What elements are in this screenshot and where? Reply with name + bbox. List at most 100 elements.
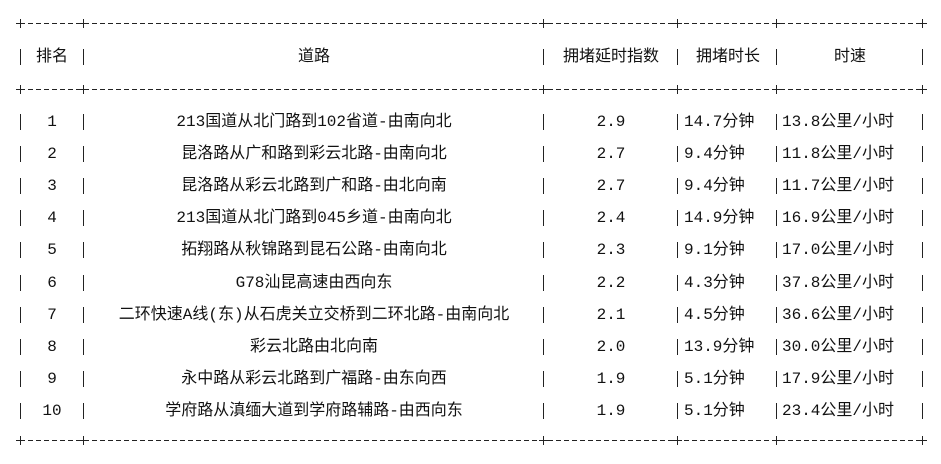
cell-speed: 11.8公里/小时 <box>782 145 895 164</box>
column-separator <box>20 370 21 387</box>
header-delay-index: 拥堵延时指数 <box>562 48 659 66</box>
column-separator <box>677 146 678 163</box>
cell-road: 拓翔路从秋锦路到昆石公路-由南向北 <box>181 241 447 260</box>
column-separator <box>677 306 678 323</box>
column-separator <box>776 242 777 259</box>
column-separator <box>20 306 21 323</box>
border-corner <box>673 85 682 94</box>
table-row: 7 二环快速A线(东)从石虎关立交桥到二环北路-由南向北 2.1 4.5分钟 36.6公… <box>0 305 941 325</box>
border-corner <box>918 436 927 445</box>
cell-delay-index: 2.9 <box>596 113 626 131</box>
column-separator <box>20 242 21 259</box>
column-separator <box>543 210 544 227</box>
column-separator <box>776 274 777 291</box>
cell-duration: 9.1分钟 <box>684 241 745 260</box>
cell-speed: 30.0公里/小时 <box>782 337 895 356</box>
column-separator <box>922 306 923 323</box>
border-corner <box>673 436 682 445</box>
cell-duration: 9.4分钟 <box>684 177 745 196</box>
border-corner <box>673 19 682 28</box>
cell-road: 二环快速A线(东)从石虎关立交桥到二环北路-由南向北 <box>118 305 510 324</box>
cell-rank: 2 <box>47 145 57 164</box>
column-separator <box>922 370 923 387</box>
column-separator <box>543 242 544 259</box>
cell-delay-index: 2.0 <box>596 337 626 356</box>
cell-rank: 3 <box>47 177 57 196</box>
cell-duration: 14.7分钟 <box>684 113 755 131</box>
bottom-border <box>20 440 922 441</box>
table-row: 8 彩云北路由北向南 2.0 13.9分钟 30.0公里/小时 <box>0 337 941 357</box>
column-separator <box>922 338 923 355</box>
border-corner <box>772 85 781 94</box>
cell-rank: 10 <box>42 401 62 420</box>
header-road: 道路 <box>297 48 330 66</box>
border-corner <box>16 436 25 445</box>
column-separator <box>543 370 544 387</box>
column-separator <box>776 338 777 355</box>
column-separator <box>543 306 544 323</box>
border-corner <box>79 19 88 28</box>
cell-rank: 4 <box>47 209 57 228</box>
column-separator <box>677 402 678 419</box>
table-row: 6 G78汕昆高速由西向东 2.2 4.3分钟 37.8公里/小时 <box>0 273 941 293</box>
column-separator <box>922 402 923 419</box>
column-separator <box>83 370 84 387</box>
cell-road: 213国道从北门路到045乡道-由南向北 <box>176 209 452 228</box>
column-separator <box>20 114 21 130</box>
column-separator <box>776 306 777 323</box>
cell-delay-index: 2.4 <box>596 209 626 228</box>
cell-rank: 5 <box>47 241 57 260</box>
header-speed: 时速 <box>833 48 866 66</box>
cell-speed: 17.9公里/小时 <box>782 369 895 388</box>
column-separator <box>20 210 21 227</box>
cell-rank: 1 <box>47 113 57 131</box>
column-separator <box>20 178 21 195</box>
column-separator <box>922 274 923 291</box>
column-separator <box>83 242 84 259</box>
border-corner <box>539 436 548 445</box>
column-separator <box>543 114 544 130</box>
border-corner <box>539 19 548 28</box>
cell-duration: 4.5分钟 <box>684 305 745 324</box>
column-separator <box>677 178 678 195</box>
column-separator <box>83 338 84 355</box>
cell-rank: 9 <box>47 369 57 388</box>
column-separator <box>83 306 84 323</box>
cell-delay-index: 2.1 <box>596 305 626 324</box>
cell-delay-index: 2.3 <box>596 241 626 260</box>
border-corner <box>16 85 25 94</box>
column-separator <box>543 338 544 355</box>
column-separator <box>677 338 678 355</box>
cell-duration: 9.4分钟 <box>684 145 745 164</box>
column-separator <box>83 49 84 65</box>
column-separator <box>83 114 84 130</box>
cell-rank: 6 <box>47 273 57 292</box>
cell-delay-index: 1.9 <box>596 369 626 388</box>
column-separator <box>20 49 21 65</box>
cell-road: 彩云北路由北向南 <box>249 337 378 356</box>
cell-duration: 14.9分钟 <box>684 209 755 228</box>
border-corner <box>16 19 25 28</box>
table-row: 4 213国道从北门路到045乡道-由南向北 2.4 14.9分钟 16.9公里/小时 <box>0 208 941 228</box>
column-separator <box>83 274 84 291</box>
cell-road: G78汕昆高速由西向东 <box>235 273 393 292</box>
cell-speed: 37.8公里/小时 <box>782 273 895 292</box>
column-separator <box>83 210 84 227</box>
column-separator <box>677 114 678 130</box>
table-row: 3 昆洛路从彩云北路到广和路-由北向南 2.7 9.4分钟 11.7公里/小时 <box>0 176 941 196</box>
column-separator <box>20 402 21 419</box>
cell-duration: 5.1分钟 <box>684 369 745 388</box>
border-corner <box>772 19 781 28</box>
column-separator <box>543 274 544 291</box>
header-rank: 排名 <box>35 48 68 66</box>
column-separator <box>776 49 777 65</box>
column-separator <box>776 114 777 130</box>
border-corner <box>918 19 927 28</box>
top-border <box>20 23 922 24</box>
column-separator <box>20 146 21 163</box>
border-corner <box>79 436 88 445</box>
cell-road: 学府路从滇缅大道到学府路辅路-由西向东 <box>165 401 463 420</box>
cell-duration: 4.3分钟 <box>684 273 745 292</box>
cell-delay-index: 2.7 <box>596 145 626 164</box>
cell-road: 永中路从彩云北路到广福路-由东向西 <box>181 369 447 388</box>
